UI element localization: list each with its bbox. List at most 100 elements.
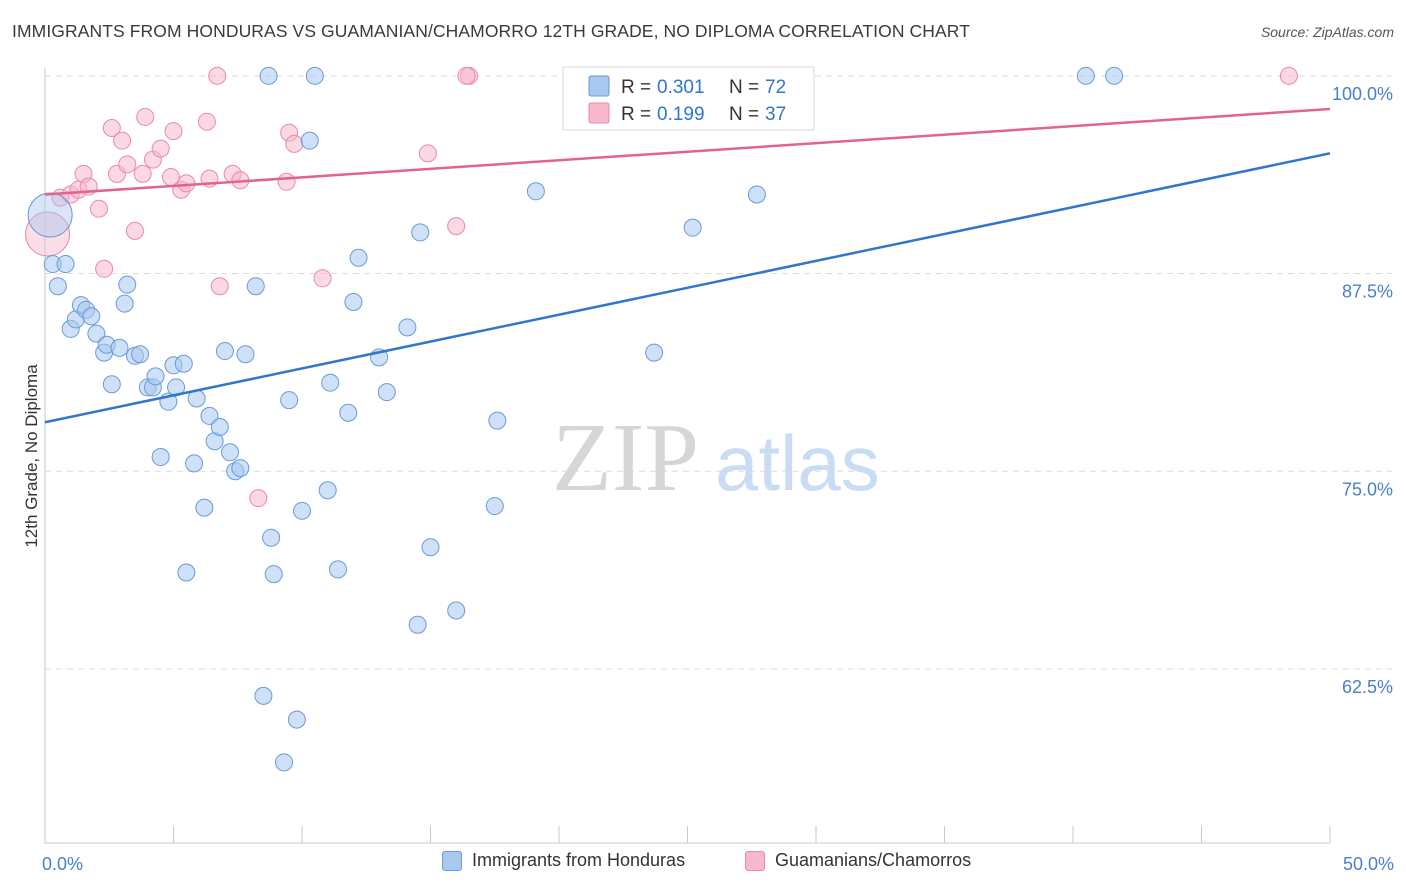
bottom-legend-label-honduras: Immigrants from Honduras bbox=[472, 850, 686, 870]
bottom-legend-swatch-pink bbox=[745, 850, 765, 871]
honduras-point bbox=[488, 411, 507, 430]
legend-swatch-pink bbox=[588, 102, 610, 124]
honduras-point bbox=[293, 501, 311, 520]
series-honduras-points bbox=[27, 66, 1124, 772]
honduras-point bbox=[280, 391, 299, 410]
honduras-point bbox=[344, 293, 363, 312]
honduras-point bbox=[82, 307, 101, 326]
grid-lines bbox=[45, 75, 1392, 670]
bottom-legend: Immigrants from Honduras Guamanians/Cham… bbox=[0, 850, 1406, 880]
x-tick-label: 50.0% bbox=[1343, 854, 1394, 874]
guamanians-point bbox=[249, 489, 268, 508]
y-axis-label: 12th Grade, No Diploma bbox=[22, 364, 41, 548]
honduras-point bbox=[305, 66, 324, 85]
honduras-point bbox=[1105, 66, 1124, 85]
legend-swatch-blue bbox=[588, 75, 610, 97]
honduras-point bbox=[254, 686, 273, 705]
guamanians-point bbox=[95, 259, 114, 278]
honduras-point bbox=[408, 615, 427, 634]
bottom-legend-swatch-blue bbox=[442, 850, 462, 871]
chart-title: IMMIGRANTS FROM HONDURAS VS GUAMANIAN/CH… bbox=[12, 21, 971, 41]
bottom-legend-label-guamanians: Guamanians/Chamorros bbox=[775, 850, 972, 870]
guamanians-point bbox=[177, 174, 196, 193]
honduras-point bbox=[200, 406, 219, 425]
y-tick-label: 100.0% bbox=[1332, 84, 1393, 104]
honduras-point bbox=[421, 538, 440, 557]
honduras-point bbox=[174, 354, 193, 373]
guamanians-point bbox=[1279, 66, 1298, 85]
honduras-point bbox=[526, 182, 545, 201]
honduras-point bbox=[321, 373, 340, 392]
honduras-point bbox=[56, 255, 75, 274]
legend-r-label-blue: R = bbox=[621, 77, 651, 98]
honduras-point bbox=[48, 277, 67, 296]
guamanians-point bbox=[136, 107, 155, 126]
guamanians-point bbox=[89, 199, 108, 218]
honduras-point bbox=[177, 563, 196, 582]
guamanians-point bbox=[277, 172, 296, 191]
source-label: Source: ZipAtlas.com bbox=[1260, 24, 1394, 40]
honduras-point bbox=[210, 417, 229, 436]
guamanians-point bbox=[102, 119, 121, 138]
bottom-legend-item-guamanians: Guamanians/Chamorros bbox=[745, 850, 971, 871]
honduras-point bbox=[102, 375, 121, 394]
honduras-point bbox=[264, 565, 283, 584]
watermark: ZIP atlas bbox=[552, 404, 880, 512]
legend-n-value-blue: 72 bbox=[765, 77, 786, 98]
guamanians-point bbox=[313, 269, 332, 288]
honduras-point bbox=[411, 223, 430, 242]
honduras-point bbox=[115, 294, 134, 313]
honduras-point bbox=[1076, 66, 1095, 85]
honduras-point bbox=[110, 338, 129, 357]
honduras-point bbox=[246, 277, 265, 296]
guamanians-point bbox=[197, 112, 216, 131]
honduras-point bbox=[275, 753, 294, 772]
honduras-point bbox=[377, 383, 396, 402]
guamanians-point bbox=[164, 122, 183, 141]
y-tick-label: 62.5% bbox=[1342, 677, 1393, 697]
guamanians-point bbox=[125, 221, 144, 240]
guamanians-point bbox=[133, 164, 152, 183]
honduras-point bbox=[87, 324, 106, 343]
x-tick-label: 0.0% bbox=[42, 854, 83, 874]
honduras-point bbox=[318, 481, 337, 500]
honduras-point bbox=[215, 342, 234, 361]
legend-r-label-pink: R = bbox=[621, 104, 651, 125]
legend-n-label-pink: N = bbox=[729, 104, 759, 125]
trend-lines bbox=[44, 107, 1331, 424]
guamanians-point bbox=[208, 66, 227, 85]
honduras-point bbox=[231, 459, 250, 478]
honduras-point bbox=[259, 66, 278, 85]
honduras-point bbox=[146, 367, 165, 386]
legend-r-value-pink: 0.199 bbox=[657, 104, 705, 125]
watermark-zip: ZIP bbox=[552, 404, 699, 512]
honduras-point bbox=[645, 343, 664, 362]
honduras-point bbox=[747, 185, 766, 204]
honduras-point bbox=[287, 710, 306, 729]
guamanians-point bbox=[25, 211, 71, 257]
honduras-point bbox=[221, 443, 240, 462]
honduras-point bbox=[339, 403, 358, 422]
y-tick-label: 87.5% bbox=[1342, 282, 1393, 302]
bottom-legend-item-honduras: Immigrants from Honduras bbox=[442, 850, 685, 871]
guamanians-point bbox=[447, 217, 466, 236]
guamanians-point bbox=[285, 134, 304, 153]
honduras-point bbox=[683, 218, 702, 237]
guamanians-point bbox=[210, 277, 229, 296]
honduras-point bbox=[118, 275, 137, 294]
series-guamanians-points bbox=[25, 66, 1298, 508]
legend-n-value-pink: 37 bbox=[765, 104, 786, 125]
legend-n-label-blue: N = bbox=[729, 77, 759, 98]
honduras-point bbox=[447, 601, 466, 620]
honduras-point bbox=[195, 498, 214, 517]
honduras-point bbox=[328, 560, 347, 579]
honduras-point bbox=[236, 345, 255, 364]
honduras-point bbox=[485, 497, 504, 516]
honduras-point bbox=[185, 454, 204, 473]
guamanians-point bbox=[457, 66, 476, 85]
y-tick-label: 75.0% bbox=[1342, 479, 1393, 499]
guamanians-point bbox=[118, 155, 137, 174]
legend-r-value-blue: 0.301 bbox=[657, 77, 705, 98]
honduras-trend-line bbox=[44, 152, 1331, 424]
